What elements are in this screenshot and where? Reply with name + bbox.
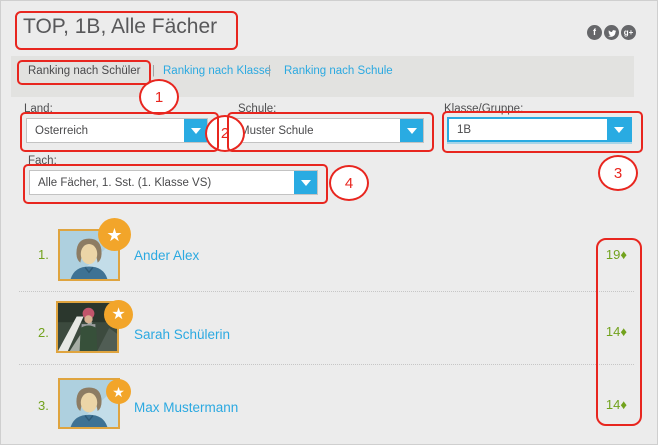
schule-label: Schule: bbox=[238, 103, 277, 115]
fach-value: Alle Fächer, 1. Sst. (1. Klasse VS) bbox=[38, 176, 212, 189]
diamond-icon: ♦ bbox=[620, 324, 627, 339]
star-badge-icon: ★ bbox=[98, 218, 131, 251]
chevron-down-icon[interactable] bbox=[400, 119, 423, 142]
score-number: 19 bbox=[605, 247, 621, 262]
annotation-number: 3 bbox=[613, 164, 623, 182]
tab-ranking-schueler[interactable]: Ranking nach Schüler bbox=[28, 65, 141, 77]
facebook-glyph: f bbox=[593, 27, 596, 37]
schule-value: Muster Schule bbox=[240, 124, 314, 137]
student-name-link[interactable]: Max Mustermann bbox=[134, 400, 239, 415]
klasse-label: Klasse/Gruppe: bbox=[444, 103, 524, 115]
facebook-icon[interactable]: f bbox=[587, 25, 602, 40]
page-title: TOP, 1B, Alle Fächer bbox=[23, 15, 218, 38]
rank-number: 3. bbox=[38, 398, 49, 413]
chevron-down-icon[interactable] bbox=[607, 119, 630, 140]
row-divider bbox=[19, 364, 634, 365]
tab-separator: | bbox=[152, 65, 155, 77]
annotation-number: 2 bbox=[220, 125, 230, 142]
star-badge-icon: ★ bbox=[104, 300, 133, 329]
googleplus-glyph: g+ bbox=[623, 27, 634, 37]
fach-label: Fach: bbox=[28, 155, 57, 167]
klasse-value: 1B bbox=[457, 123, 472, 136]
score-value: 14♦ bbox=[606, 324, 627, 339]
rank-number: 2. bbox=[38, 325, 49, 340]
diamond-icon: ♦ bbox=[620, 247, 627, 262]
star-glyph: ★ bbox=[106, 224, 123, 245]
land-select[interactable]: Österreich bbox=[26, 118, 208, 143]
score-value: 19♦ bbox=[606, 247, 627, 262]
tab-ranking-schule[interactable]: Ranking nach Schule bbox=[284, 65, 393, 77]
twitter-icon[interactable] bbox=[604, 25, 619, 40]
annotation-circle-4: 4 bbox=[329, 165, 369, 201]
klasse-select[interactable]: 1B bbox=[447, 117, 632, 142]
star-glyph: ★ bbox=[112, 383, 125, 400]
cartoon-avatar-image bbox=[60, 231, 118, 279]
googleplus-icon[interactable]: g+ bbox=[621, 25, 636, 40]
tab-ranking-klasse[interactable]: Ranking nach Klasse bbox=[163, 65, 272, 77]
diamond-icon: ♦ bbox=[620, 397, 627, 412]
star-glyph: ★ bbox=[111, 305, 126, 323]
social-bar: f g+ bbox=[587, 25, 636, 40]
annotation-circle-3: 3 bbox=[598, 155, 638, 191]
score-number: 14 bbox=[605, 397, 621, 412]
student-name-link[interactable]: Ander Alex bbox=[134, 248, 200, 263]
score-number: 14 bbox=[605, 324, 621, 339]
score-value: 14♦ bbox=[606, 397, 627, 412]
twitter-bird bbox=[607, 29, 616, 37]
star-badge-icon: ★ bbox=[106, 379, 131, 404]
schule-select[interactable]: Muster Schule bbox=[231, 118, 424, 143]
land-value: Österreich bbox=[35, 124, 89, 137]
row-divider bbox=[19, 291, 634, 292]
fach-select[interactable]: Alle Fächer, 1. Sst. (1. Klasse VS) bbox=[29, 170, 318, 195]
land-label: Land: bbox=[24, 103, 53, 115]
chevron-down-icon[interactable] bbox=[184, 119, 207, 142]
chevron-down-icon[interactable] bbox=[294, 171, 317, 194]
tab-separator: | bbox=[268, 65, 271, 77]
annotation-number: 4 bbox=[344, 174, 354, 192]
tab-band bbox=[11, 56, 634, 97]
rank-number: 1. bbox=[38, 247, 49, 262]
student-name-link[interactable]: Sarah Schülerin bbox=[134, 327, 231, 342]
